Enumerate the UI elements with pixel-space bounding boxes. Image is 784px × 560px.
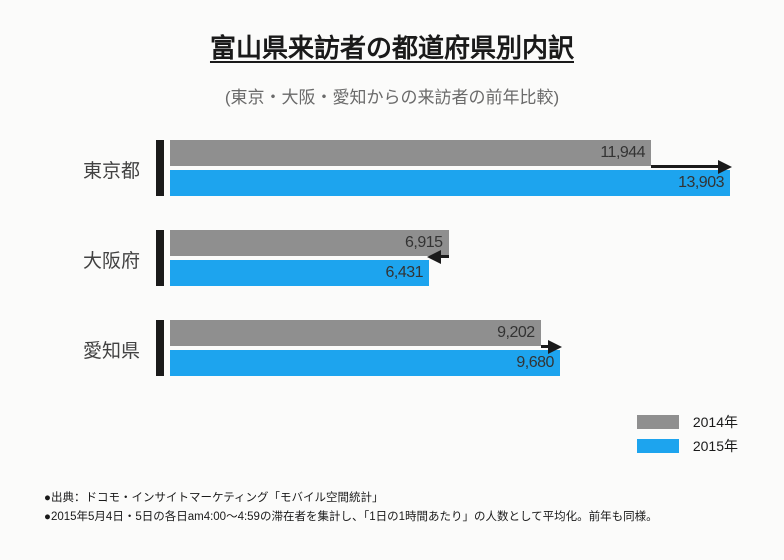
trend-arrow-head bbox=[718, 160, 732, 174]
row-accent bbox=[156, 320, 164, 376]
category-label: 愛知県 bbox=[40, 336, 140, 363]
bar-2014-value: 11,944 bbox=[600, 140, 645, 166]
bar-2015: 13,903 bbox=[170, 170, 730, 196]
bar-2015-value: 6,431 bbox=[385, 260, 423, 286]
bar-2015: 9,680 bbox=[170, 350, 560, 376]
chart-subtitle: (東京・大阪・愛知からの来訪者の前年比較) bbox=[0, 83, 784, 108]
legend-swatch-2015 bbox=[637, 439, 679, 453]
category-row-1: 大阪府 6,915 6,431 bbox=[0, 230, 784, 286]
legend-label-2014: 2014年 bbox=[693, 412, 738, 432]
legend: 2014年 2015年 bbox=[637, 412, 738, 460]
trend-arrow-shaft bbox=[651, 165, 718, 168]
footnote-2: ●2015年5月4日・5日の各日am4:00〜4:59の滞在者を集計し、「1日の… bbox=[44, 508, 658, 528]
footnote-1: ●出典：ドコモ・インサイトマーケティング「モバイル空間統計」 bbox=[44, 489, 658, 509]
legend-swatch-2014 bbox=[637, 415, 679, 429]
trend-arrow-head bbox=[427, 250, 441, 264]
chart-title: 富山県来訪者の都道府県別内訳 bbox=[0, 0, 784, 65]
row-accent bbox=[156, 230, 164, 286]
category-row-0: 東京都 11,944 13,903 bbox=[0, 140, 784, 196]
bar-2014: 6,915 bbox=[170, 230, 449, 256]
chart-area: 東京都 11,944 13,903 大阪府 6,915 6,431 愛知県 9,202 9,68… bbox=[0, 130, 784, 450]
trend-arrow-shaft bbox=[441, 255, 448, 258]
footnotes: ●出典：ドコモ・インサイトマーケティング「モバイル空間統計」 ●2015年5月4… bbox=[44, 489, 658, 528]
legend-item-2015: 2015年 bbox=[637, 436, 738, 456]
bar-2015: 6,431 bbox=[170, 260, 429, 286]
legend-label-2015: 2015年 bbox=[693, 436, 738, 456]
bar-2014: 11,944 bbox=[170, 140, 651, 166]
legend-item-2014: 2014年 bbox=[637, 412, 738, 432]
bar-2014-value: 9,202 bbox=[497, 320, 535, 346]
trend-arrow-head bbox=[548, 340, 562, 354]
row-accent bbox=[156, 140, 164, 196]
category-label: 東京都 bbox=[40, 156, 140, 183]
category-label: 大阪府 bbox=[40, 246, 140, 273]
bar-2014: 9,202 bbox=[170, 320, 541, 346]
category-row-2: 愛知県 9,202 9,680 bbox=[0, 320, 784, 376]
